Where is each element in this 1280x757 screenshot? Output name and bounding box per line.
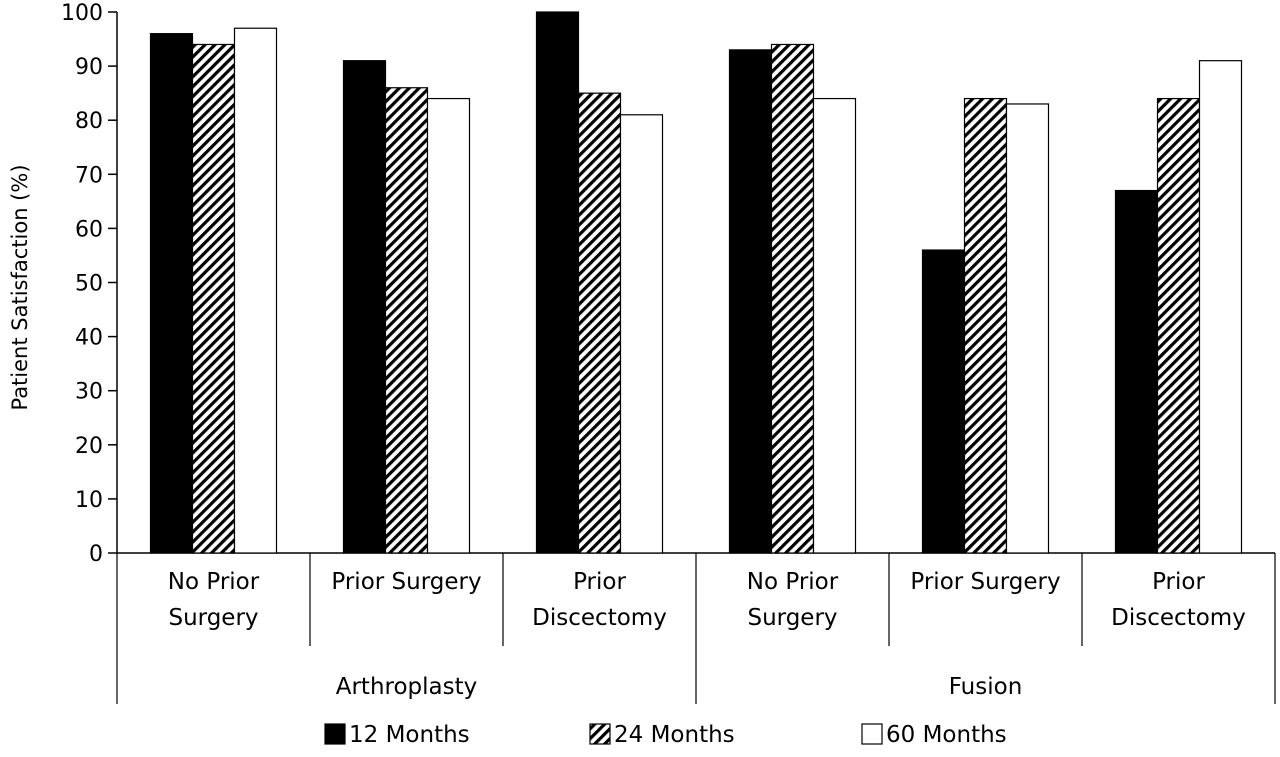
y-tick-label: 30 xyxy=(75,380,103,405)
category-label: No Prior xyxy=(168,569,260,595)
bar xyxy=(963,97,1008,554)
y-tick-label: 10 xyxy=(75,488,103,513)
labels: 0 10 20 30 40 50 60 70 80 90 100 Patient Satisfacti… xyxy=(8,1,1246,700)
bar xyxy=(770,43,815,554)
y-tick-label: 40 xyxy=(75,326,103,351)
axes xyxy=(108,11,1276,704)
bar xyxy=(1114,189,1159,554)
bar xyxy=(342,60,387,554)
legend-label: 60 Months xyxy=(886,722,1007,748)
bar xyxy=(191,43,236,554)
category-label: Prior xyxy=(1152,569,1205,595)
y-tick-label: 90 xyxy=(75,55,103,80)
bar xyxy=(1156,97,1201,554)
y-tick-label: 0 xyxy=(89,542,103,567)
category-label: Surgery xyxy=(168,605,258,631)
category-label: Prior xyxy=(573,569,626,595)
bars xyxy=(149,11,1243,554)
y-tick-label: 70 xyxy=(75,163,103,188)
category-label: Surgery xyxy=(747,605,837,631)
bar xyxy=(577,92,622,554)
legend-swatch xyxy=(324,723,346,745)
legend-label: 24 Months xyxy=(614,722,735,748)
bar xyxy=(149,33,194,554)
bar xyxy=(812,97,857,554)
bar xyxy=(921,249,966,554)
group-label: Arthroplasty xyxy=(336,674,478,700)
bar xyxy=(535,11,580,554)
bar xyxy=(728,49,773,554)
bar xyxy=(619,114,664,554)
y-tick-label: 80 xyxy=(75,109,103,134)
y-tick-label: 20 xyxy=(75,434,103,459)
bar xyxy=(233,27,278,554)
y-tick-label: 60 xyxy=(75,217,103,242)
y-axis-title: Patient Satisfaction (%) xyxy=(8,164,32,410)
bar xyxy=(426,97,471,554)
group-label: Fusion xyxy=(949,674,1023,700)
y-tick-label: 50 xyxy=(75,272,103,297)
bar xyxy=(1198,60,1243,554)
legend-swatch xyxy=(861,723,883,745)
bar xyxy=(1005,103,1050,554)
category-label: Discectomy xyxy=(1111,605,1246,631)
category-label: No Prior xyxy=(747,569,839,595)
legend-label: 12 Months xyxy=(349,722,470,748)
bar xyxy=(384,87,429,554)
category-label: Discectomy xyxy=(532,605,667,631)
category-label: Prior Surgery xyxy=(910,569,1060,595)
y-tick-label: 100 xyxy=(61,1,103,26)
legend: 12 Months 24 Months 60 Months xyxy=(324,722,1007,748)
category-label: Prior Surgery xyxy=(331,569,481,595)
legend-swatch xyxy=(589,723,611,745)
